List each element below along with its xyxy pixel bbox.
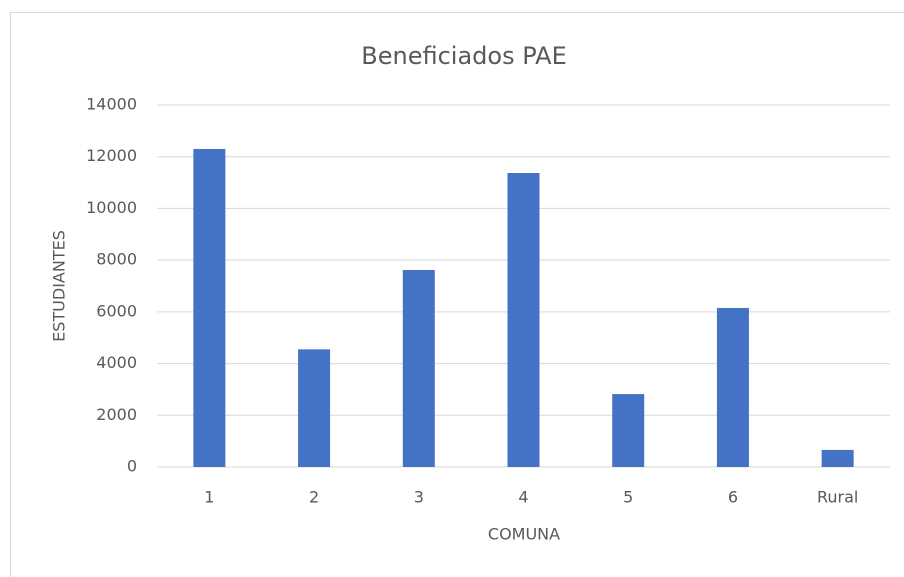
chart-frame	[10, 12, 904, 577]
bar	[507, 173, 540, 468]
y-tick-label: 12000	[86, 146, 137, 165]
x-tick-label: Rural	[817, 488, 858, 507]
y-tick-label: 2000	[96, 405, 137, 424]
x-tick-label: 2	[309, 488, 319, 507]
bar	[716, 307, 749, 467]
x-tick-label: 4	[518, 488, 528, 507]
x-tick-label: 1	[204, 488, 214, 507]
y-tick-label: 4000	[96, 353, 137, 372]
bar	[821, 449, 854, 467]
y-tick-label: 14000	[86, 95, 137, 114]
bar	[402, 269, 435, 467]
y-axis-label: ESTUDIANTES	[50, 230, 69, 342]
y-tick-label: 8000	[96, 250, 137, 269]
y-tick-label: 0	[127, 457, 137, 476]
bar	[298, 349, 331, 467]
bar	[612, 394, 645, 467]
x-tick-label: 3	[414, 488, 424, 507]
x-tick-label: 5	[623, 488, 633, 507]
y-tick-label: 6000	[96, 301, 137, 320]
y-tick-label: 10000	[86, 198, 137, 217]
x-tick-label: 6	[728, 488, 738, 507]
chart-title: Beneficiados PAE	[361, 42, 566, 70]
x-axis-label: COMUNA	[488, 525, 560, 544]
bar	[193, 148, 226, 467]
